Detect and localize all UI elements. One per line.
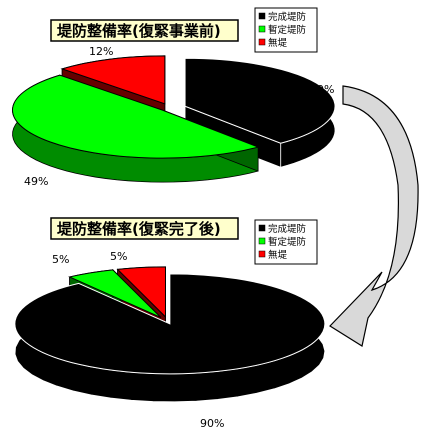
chart-1-legend-label-2: 無堤 [268, 37, 288, 49]
chart-2-title-box [50, 217, 239, 240]
chart-1-legend-box [254, 7, 318, 53]
chart-1-slice-0 [184, 57, 336, 144]
chart-1-legend-swatch-0 [258, 12, 266, 20]
chart-2-legend-swatch-1 [258, 237, 266, 245]
chart-1-slice-1 [12, 74, 260, 159]
chart-1-data-label-1: 49% [24, 175, 48, 188]
chart-2-legend: 完成堤防 暫定堤防 無堤 [254, 219, 318, 265]
chart-1-title-box [50, 19, 239, 42]
chart-1: 堤防整備率(復緊事業前) 完成堤防 暫定堤防 無堤 39% 49% 12% [12, 7, 336, 188]
chart-2-slice-0 [14, 273, 326, 375]
chart-2-data-label-0: 90% [200, 417, 224, 430]
chart-2-legend-swatch-0 [258, 224, 266, 232]
chart-2-title: 堤防整備率(復緊完了後) [57, 220, 221, 238]
chart-1-pie [12, 55, 336, 183]
transition-arrow [329, 85, 419, 347]
chart-1-legend-label-0: 完成堤防 [268, 11, 307, 23]
chart-1-legend: 完成堤防 暫定堤防 無堤 [254, 7, 318, 53]
chart-2-data-label-2: 5% [110, 250, 127, 263]
chart-2: 堤防整備率(復緊完了後) 完成堤防 暫定堤防 無堤 90% 5% 5% [14, 217, 326, 430]
chart-2-legend-box [254, 219, 318, 265]
chart-2-slice-2 [116, 266, 166, 319]
chart-2-legend-swatch-2 [258, 250, 266, 258]
chart-1-legend-label-1: 暫定堤防 [268, 24, 307, 36]
chart-2-pie [14, 266, 326, 403]
chart-1-slice-2 [60, 55, 166, 105]
chart-2-slice-1 [68, 269, 162, 318]
chart-1-data-label-2: 12% [89, 45, 113, 58]
chart-1-legend-swatch-1 [258, 25, 266, 33]
chart-1-data-label-0: 39% [310, 83, 334, 96]
chart-1-legend-swatch-2 [258, 38, 266, 46]
chart-2-legend-label-0: 完成堤防 [268, 223, 307, 235]
chart-2-data-label-1: 5% [52, 253, 69, 266]
chart-2-legend-label-2: 無堤 [268, 249, 288, 261]
chart-1-title: 堤防整備率(復緊事業前) [57, 22, 221, 40]
chart-2-legend-label-1: 暫定堤防 [268, 236, 307, 248]
